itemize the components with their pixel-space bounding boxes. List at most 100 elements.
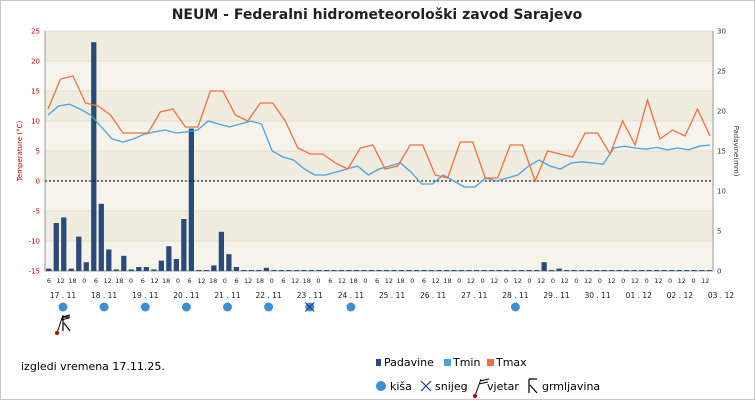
x-hour-label: 12 bbox=[432, 277, 440, 285]
precipitation-bar bbox=[226, 254, 232, 271]
x-hour-label: 6 bbox=[188, 277, 192, 285]
precipitation-bar bbox=[466, 270, 472, 271]
x-hour-label: 0 bbox=[504, 277, 508, 285]
legend-tmax-swatch bbox=[487, 359, 494, 366]
precipitation-bar bbox=[91, 42, 97, 272]
precipitation-bar bbox=[691, 270, 697, 271]
x-date-label: 26 . 11 bbox=[420, 291, 446, 300]
precipitation-bar bbox=[616, 270, 622, 271]
x-hour-label: 6 bbox=[375, 277, 379, 285]
precipitation-bar bbox=[338, 270, 345, 271]
tmin-line bbox=[47, 103, 711, 188]
x-hour-label: 12 bbox=[631, 277, 639, 285]
x-hour-label: 12 bbox=[467, 277, 475, 285]
x-axis-hour-labels: 6 12 18 0 6 12 18 0 6 12 18 0 6 12 18 0 6 12 18 0 6 12 18 0 6 12 1… bbox=[47, 277, 710, 285]
x-date-label: 20 . 11 bbox=[173, 291, 199, 300]
x-hour-label: 18 bbox=[115, 277, 123, 285]
precipitation-bar bbox=[166, 246, 172, 271]
x-date-label: 25 . 11 bbox=[379, 291, 405, 300]
snow-icon bbox=[304, 302, 315, 312]
precipitation-bars bbox=[46, 42, 712, 272]
precipitation-bar bbox=[631, 270, 637, 271]
x-date-label: 17 . 11 bbox=[50, 291, 76, 300]
precipitation-bar bbox=[406, 270, 412, 271]
precipitation-bar bbox=[323, 270, 330, 271]
precipitation-bar bbox=[301, 270, 307, 271]
x-hour-label: 12 bbox=[338, 277, 346, 285]
x-hour-label: 0 bbox=[551, 277, 555, 285]
y-right-tick-label: 20 bbox=[717, 108, 726, 116]
x-hour-label: 0 bbox=[457, 277, 461, 285]
precipitation-bar bbox=[586, 270, 592, 271]
precipitation-bar bbox=[646, 270, 652, 271]
x-hour-label: 18 bbox=[256, 277, 264, 285]
legend-padavine-swatch bbox=[376, 359, 381, 366]
x-date-label: 28 . 11 bbox=[502, 291, 528, 300]
precipitation-bar bbox=[128, 269, 134, 271]
precipitation-bar bbox=[346, 270, 352, 271]
chart-title: NEUM - Federalni hidrometeorološki zavod… bbox=[172, 7, 583, 23]
precipitation-bar bbox=[398, 270, 405, 271]
rain-dot-icon bbox=[140, 302, 150, 312]
precipitation-bar bbox=[436, 270, 442, 271]
x-hour-label: 0 bbox=[129, 277, 133, 285]
precipitation-bar bbox=[331, 270, 337, 271]
x-date-label: 22 . 11 bbox=[255, 291, 281, 300]
precipitation-bar bbox=[376, 270, 382, 271]
precipitation-bar bbox=[518, 270, 525, 271]
y-axis-left: 25 20 15 10 5 0 -5 -10 -15 bbox=[29, 28, 40, 276]
precipitation-bar bbox=[443, 270, 450, 271]
precipitation-bar bbox=[211, 265, 217, 271]
x-hour-label: 0 bbox=[527, 277, 531, 285]
precipitation-bar bbox=[571, 270, 577, 271]
precipitation-bar bbox=[68, 268, 74, 271]
x-hour-label: 0 bbox=[481, 277, 485, 285]
x-hour-label: 18 bbox=[209, 277, 217, 285]
x-hour-label: 12 bbox=[607, 277, 615, 285]
precipitation-bar bbox=[271, 270, 277, 271]
tmax-line bbox=[47, 75, 711, 183]
x-date-label: 18 . 11 bbox=[91, 291, 117, 300]
precipitation-bar bbox=[361, 270, 367, 271]
precipitation-bar bbox=[676, 270, 682, 271]
precipitation-bar bbox=[248, 270, 255, 271]
precipitation-bar bbox=[181, 219, 187, 271]
precipitation-bar bbox=[106, 249, 112, 271]
x-hour-label: 18 bbox=[68, 277, 76, 285]
precipitation-bar bbox=[46, 268, 52, 271]
precipitation-bar bbox=[308, 270, 315, 271]
precipitation-bar bbox=[218, 231, 225, 271]
legend-snow-label: snijeg bbox=[435, 380, 468, 393]
precipitation-bar bbox=[451, 270, 457, 271]
precipitation-bar bbox=[278, 270, 285, 271]
precipitation-bar bbox=[293, 270, 300, 271]
precipitation-bar bbox=[256, 270, 262, 271]
precipitation-bar bbox=[609, 270, 615, 271]
x-hour-label: 6 bbox=[47, 277, 51, 285]
x-hour-label: 0 bbox=[645, 277, 649, 285]
plot-stripe bbox=[45, 151, 713, 181]
y-right-tick-label: 30 bbox=[717, 28, 726, 36]
precipitation-bar bbox=[233, 267, 240, 271]
plot-stripe bbox=[45, 211, 713, 241]
x-hour-label: 0 bbox=[621, 277, 625, 285]
x-hour-label: 6 bbox=[141, 277, 145, 285]
x-hour-label: 12 bbox=[197, 277, 205, 285]
rain-dot-icon bbox=[264, 302, 274, 312]
precipitation-bar bbox=[136, 267, 142, 271]
precipitation-bar bbox=[98, 203, 104, 271]
x-hour-label: 12 bbox=[537, 277, 545, 285]
x-hour-label: 12 bbox=[654, 277, 662, 285]
legend-padavine-label: Padavine bbox=[384, 356, 434, 369]
precipitation-bar bbox=[556, 268, 562, 271]
precipitation-bar bbox=[83, 262, 89, 271]
x-hour-label: 0 bbox=[363, 277, 367, 285]
precipitation-bar bbox=[421, 270, 427, 271]
y-right-tick-label: 15 bbox=[717, 148, 726, 156]
plot-stripe bbox=[45, 31, 713, 61]
x-hour-label: 12 bbox=[57, 277, 65, 285]
snow-icon bbox=[420, 380, 432, 392]
x-hour-label: 18 bbox=[443, 277, 451, 285]
precipitation-bar bbox=[699, 270, 705, 271]
